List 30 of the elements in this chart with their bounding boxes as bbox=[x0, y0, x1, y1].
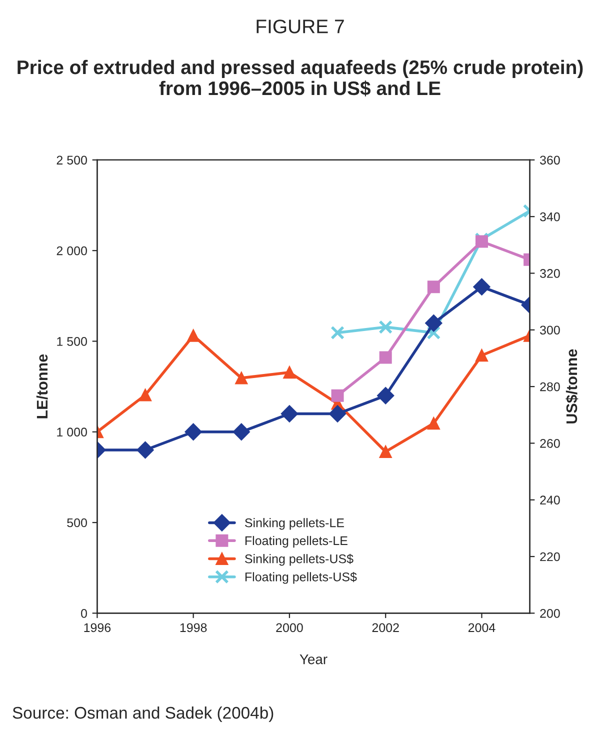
y2-tick-label: 280 bbox=[540, 382, 560, 392]
legend-label: Sinking pellets-LE bbox=[245, 518, 344, 530]
x-axis-title: Year bbox=[300, 654, 328, 664]
y2-tick-label: 300 bbox=[540, 326, 560, 335]
x-tick-label: 2004 bbox=[468, 623, 496, 632]
y-tick-label: 1 500 bbox=[57, 337, 87, 346]
y-tick-label: 500 bbox=[67, 518, 87, 528]
y2-tick-label: 240 bbox=[540, 496, 560, 505]
y-axis-title: LE/tonne bbox=[36, 354, 48, 418]
x-tick-label: 1998 bbox=[180, 623, 207, 632]
y-tick-label: 2 000 bbox=[56, 246, 87, 256]
y2-axis-title: US$/tonne bbox=[566, 349, 578, 424]
y2-tick-label: 260 bbox=[540, 439, 560, 448]
y2-tick-label: 360 bbox=[540, 156, 560, 165]
y-tick-label: 2 500 bbox=[56, 156, 87, 165]
x-tick-label: 2000 bbox=[276, 623, 303, 632]
legend-label: Floating pellets-US$ bbox=[245, 572, 357, 584]
y2-tick-label: 320 bbox=[540, 269, 560, 278]
legend-label: Sinking pellets-US$ bbox=[245, 554, 354, 566]
y2-tick-label: 340 bbox=[540, 212, 560, 222]
y-tick-label: 1 000 bbox=[57, 428, 87, 437]
y-tick-label: 0 bbox=[81, 608, 87, 618]
y2-tick-label: 200 bbox=[540, 608, 560, 618]
x-tick-label: 1996 bbox=[84, 623, 111, 632]
y2-tick-label: 220 bbox=[540, 552, 560, 562]
legend-label: Floating pellets-LE bbox=[245, 536, 348, 548]
chart-subtitle: Price of extruded and pressed aquafeeds (25% crude protein) from 1996–2005 in US$ and LE bbox=[18, 60, 583, 96]
chart-title: FIGURE 7 bbox=[256, 20, 344, 34]
x-tick-label: 2002 bbox=[372, 623, 399, 632]
source-note: Source: Osman and Sadek (2004b) bbox=[12, 706, 274, 722]
